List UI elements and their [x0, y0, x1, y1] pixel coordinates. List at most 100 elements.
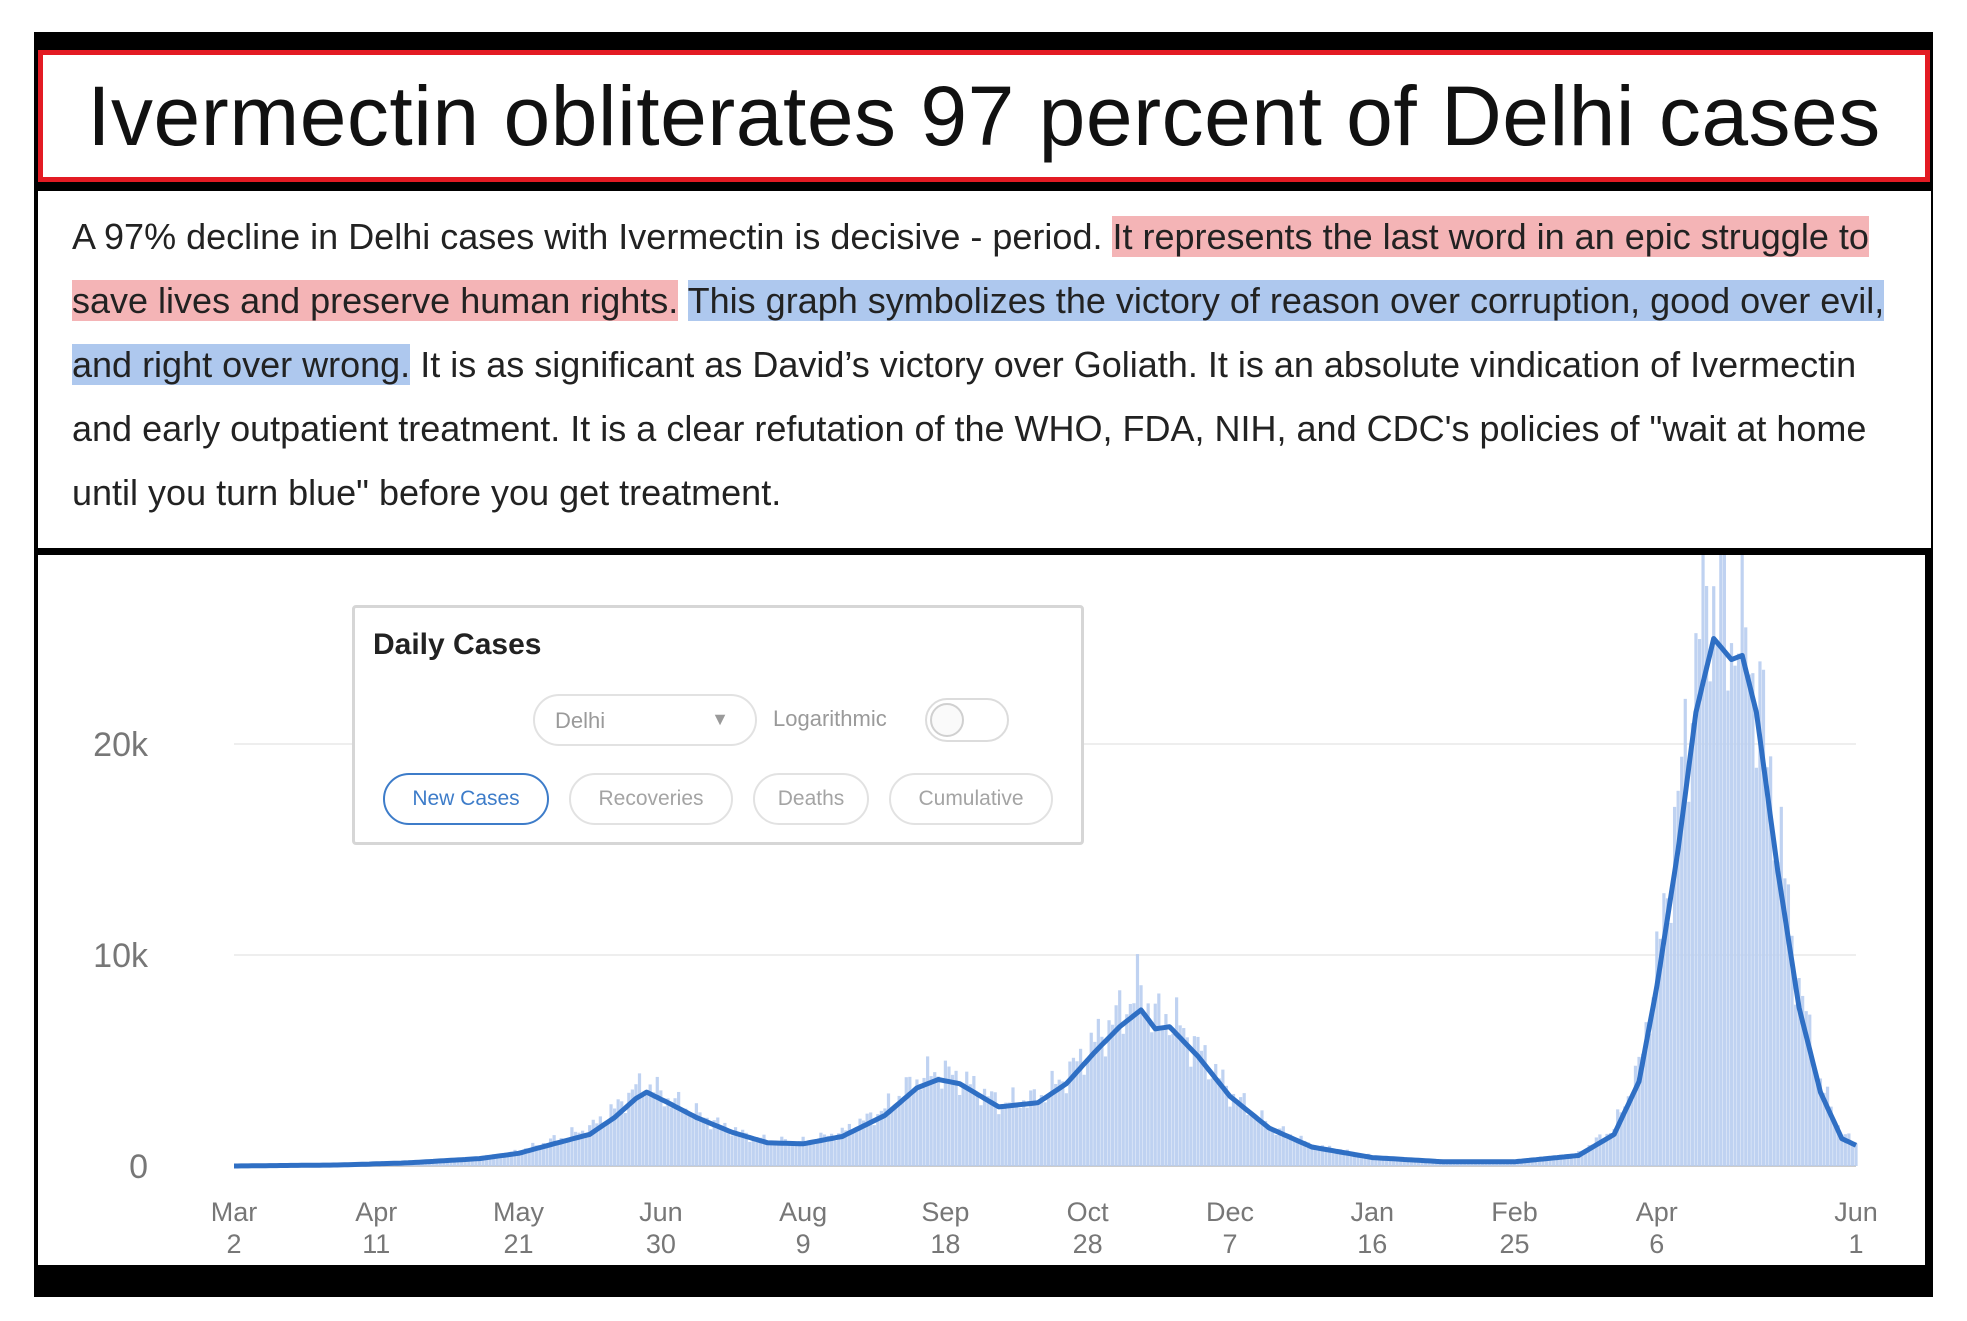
daily-case-bar	[933, 1072, 937, 1166]
x-tick-day: 2	[226, 1229, 241, 1259]
daily-case-bar	[602, 1124, 606, 1166]
daily-case-bar	[1737, 653, 1741, 1166]
daily-case-bar	[520, 1151, 524, 1166]
daily-case-bar	[979, 1105, 983, 1166]
daily-case-bar	[1552, 1156, 1556, 1166]
daily-case-bar	[1231, 1093, 1236, 1166]
daily-case-bar	[947, 1066, 951, 1166]
daily-case-bar	[1107, 1020, 1111, 1166]
daily-case-bar	[534, 1145, 538, 1166]
daily-case-bar	[1612, 1128, 1616, 1166]
x-tick-day: 30	[646, 1229, 676, 1259]
plain-text-1: A 97% decline in Delhi cases with Iverme…	[72, 216, 1113, 257]
daily-case-bar	[1054, 1083, 1058, 1166]
daily-case-bar	[634, 1084, 638, 1166]
daily-case-bar	[751, 1136, 755, 1166]
daily-case-bar	[1075, 1061, 1079, 1166]
daily-case-bar	[1050, 1070, 1054, 1166]
daily-case-bar	[620, 1101, 624, 1166]
bottom-frame-bar	[34, 1265, 1933, 1297]
daily-case-bar	[1569, 1153, 1574, 1166]
daily-case-bar	[805, 1142, 809, 1166]
daily-case-bar	[801, 1136, 805, 1166]
daily-case-bar	[1395, 1158, 1399, 1166]
daily-case-bar	[1306, 1142, 1310, 1166]
tab-deaths[interactable]: Deaths	[753, 773, 869, 825]
daily-case-bar	[641, 1096, 645, 1166]
daily-case-bar	[1014, 1102, 1019, 1166]
daily-case-bar	[1228, 1106, 1232, 1166]
daily-case-bar	[698, 1112, 702, 1166]
daily-case-bar	[929, 1076, 933, 1166]
daily-case-bar	[901, 1099, 905, 1166]
daily-case-bar	[1797, 978, 1801, 1166]
daily-case-bar	[1175, 997, 1179, 1166]
x-tick-month: Aug	[779, 1197, 827, 1227]
daily-case-bar	[1541, 1158, 1545, 1166]
tab-new-cases[interactable]: New Cases	[383, 773, 549, 825]
daily-case-bar	[1157, 993, 1161, 1166]
daily-case-bar	[1587, 1145, 1591, 1166]
tab-recoveries[interactable]: Recoveries	[569, 773, 733, 825]
daily-case-bar	[1242, 1093, 1246, 1166]
daily-case-bar	[1676, 790, 1680, 1166]
daily-case-bar	[1566, 1155, 1570, 1166]
daily-case-bar	[1808, 1014, 1812, 1166]
daily-case-bar	[1729, 643, 1734, 1166]
daily-case-bar	[1719, 555, 1723, 1166]
daily-case-bar	[1626, 1096, 1630, 1166]
daily-case-bar	[1263, 1120, 1268, 1166]
daily-case-bar	[705, 1117, 709, 1166]
daily-case-bar	[1018, 1107, 1022, 1166]
daily-case-bar	[1747, 674, 1751, 1166]
daily-case-bar	[744, 1132, 748, 1166]
daily-case-bar	[780, 1136, 784, 1166]
daily-case-bar	[958, 1094, 962, 1166]
toggle-knob	[930, 703, 964, 737]
daily-case-bar	[858, 1118, 862, 1166]
daily-case-bar	[755, 1137, 759, 1166]
daily-case-bar	[1623, 1106, 1627, 1166]
daily-case-bar	[1836, 1125, 1840, 1166]
daily-case-bar	[648, 1084, 652, 1166]
x-tick-day: 6	[1649, 1229, 1664, 1259]
daily-case-bar	[541, 1142, 546, 1166]
logarithmic-toggle[interactable]	[925, 698, 1009, 742]
daily-case-bar	[883, 1108, 887, 1166]
daily-case-bar	[769, 1143, 773, 1166]
daily-case-bar	[1022, 1100, 1026, 1166]
daily-case-bar	[1783, 878, 1787, 1166]
daily-case-bar	[1829, 1106, 1833, 1166]
daily-case-bar	[1779, 806, 1783, 1166]
daily-case-bar	[630, 1089, 634, 1166]
daily-case-bar	[776, 1142, 780, 1166]
daily-case-bar	[1388, 1157, 1392, 1166]
daily-case-bar	[1377, 1157, 1381, 1166]
x-tick-month: Apr	[1636, 1197, 1678, 1227]
daily-case-bar	[1683, 698, 1687, 1166]
daily-case-bar	[1142, 1012, 1147, 1166]
daily-case-bar	[1342, 1151, 1346, 1166]
daily-case-bar	[1189, 1066, 1193, 1166]
daily-case-bar	[488, 1155, 492, 1166]
daily-case-bar	[1185, 1037, 1189, 1166]
daily-case-bar	[854, 1131, 859, 1166]
daily-case-bar	[737, 1131, 741, 1166]
daily-case-bar	[1078, 1048, 1083, 1166]
daily-case-bar	[1061, 1081, 1065, 1166]
region-select[interactable]: Delhi ▼	[533, 694, 757, 746]
tab-cumulative[interactable]: Cumulative	[889, 773, 1053, 825]
daily-case-bar	[1199, 1050, 1204, 1166]
daily-case-bar	[1057, 1079, 1061, 1166]
daily-case-bar	[812, 1141, 816, 1166]
daily-case-bar	[1160, 1027, 1164, 1166]
daily-case-bar	[1608, 1133, 1613, 1166]
daily-case-bar	[1128, 1003, 1132, 1166]
daily-case-bar	[484, 1154, 489, 1166]
daily-case-bar	[1207, 1079, 1211, 1166]
daily-case-bar	[886, 1093, 891, 1166]
daily-case-bar	[1029, 1090, 1033, 1166]
daily-case-bar	[869, 1112, 873, 1166]
daily-case-bar	[1032, 1089, 1036, 1166]
daily-case-bar	[851, 1130, 855, 1166]
